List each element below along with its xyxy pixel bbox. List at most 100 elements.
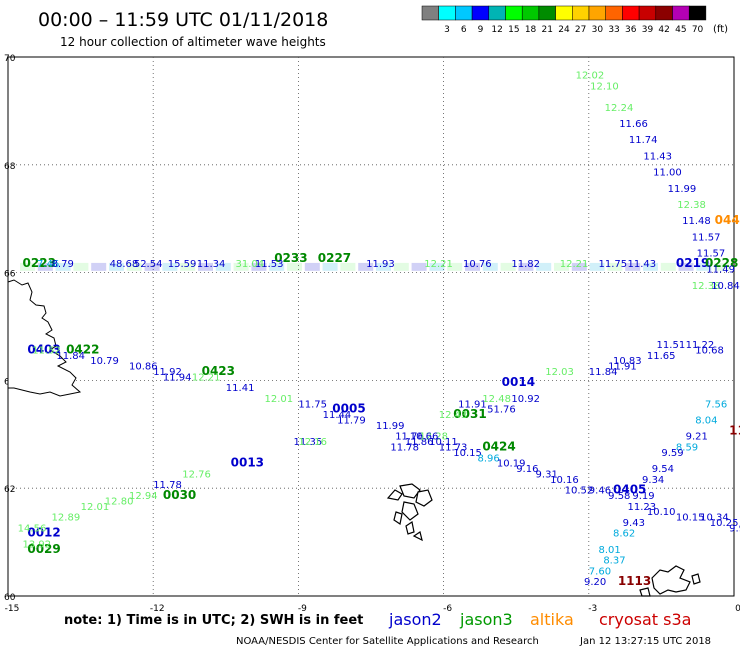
pass-time-label: 0031 bbox=[453, 407, 486, 421]
satellite-legend-entry: altika bbox=[530, 610, 574, 629]
track-band-segment bbox=[536, 262, 552, 271]
swh-value-label: 10.25 bbox=[710, 518, 739, 529]
colorbar-tick-label: 33 bbox=[608, 25, 619, 35]
colorbar-tick-label: 6 bbox=[461, 25, 467, 35]
swh-value-label: 8.62 bbox=[613, 529, 635, 540]
swh-value-label: 9.54 bbox=[652, 464, 674, 475]
track-band-segment bbox=[518, 262, 534, 271]
swh-value-label: 11.84 bbox=[56, 351, 85, 362]
colorbar-tick-label: 30 bbox=[592, 25, 604, 35]
swh-value-label: 9.59 bbox=[661, 448, 683, 459]
colorbar-swatch bbox=[538, 5, 556, 21]
swh-value-label: 11.49 bbox=[706, 265, 735, 276]
swh-value-label: 11.65 bbox=[647, 351, 676, 362]
track-band-segment bbox=[429, 262, 445, 271]
pass-time-label: 0228 bbox=[705, 256, 738, 270]
track-band-66n bbox=[20, 262, 730, 271]
swh-value-label: 11.93 bbox=[366, 259, 395, 270]
land-shetland-islands bbox=[639, 565, 701, 597]
pass-time-label: 1113 bbox=[618, 574, 651, 588]
swh-value-label: 52.54 bbox=[134, 259, 163, 270]
colorbar-tick-label: 27 bbox=[575, 25, 586, 35]
swh-value-label: 11.57 bbox=[692, 232, 721, 243]
pass-time-label: 0029 bbox=[27, 542, 60, 556]
swh-value-label: 8.37 bbox=[603, 556, 625, 567]
swh-value-label: 12.10 bbox=[590, 81, 619, 92]
swh-value-label: 12.38 bbox=[692, 281, 721, 292]
track-band-segment bbox=[20, 262, 35, 271]
map-frame bbox=[7, 56, 735, 597]
swh-value-label: 11.86 bbox=[405, 437, 434, 448]
swh-value-label: 10.15 bbox=[453, 448, 482, 459]
colorbar-tick-label: 42 bbox=[658, 25, 669, 35]
lat-tick-label: 66 bbox=[4, 270, 16, 280]
pass-time-label: 0012 bbox=[27, 526, 60, 540]
track-band-segment bbox=[91, 262, 107, 271]
swh-value-label: 11.99 bbox=[376, 421, 405, 432]
track-band-segment bbox=[251, 262, 267, 271]
swh-value-label: 11.22 bbox=[686, 340, 715, 351]
colorbar-tick-label: 3 bbox=[444, 25, 450, 35]
swh-value-label: 13.92 bbox=[23, 539, 52, 550]
swh-value-label: 11.35 bbox=[294, 437, 323, 448]
track-band-segment bbox=[625, 262, 641, 271]
swh-value-label: 12.02 bbox=[576, 71, 605, 82]
swh-value-label: 10.79 bbox=[90, 356, 119, 367]
track-band-segment bbox=[678, 262, 694, 271]
swh-value-label: 11.78 bbox=[153, 480, 182, 491]
swh-value-label: 11.75 bbox=[298, 399, 327, 410]
lon-tick-label: -6 bbox=[443, 604, 452, 614]
colorbar-swatch bbox=[555, 5, 573, 21]
pass-time-label: 0423 bbox=[202, 364, 235, 378]
swh-value-label: 11.75 bbox=[598, 259, 627, 270]
track-band-segment bbox=[180, 262, 196, 271]
track-band-segment bbox=[589, 262, 605, 271]
colorbar-swatch bbox=[688, 5, 707, 21]
swh-value-label: 12.24 bbox=[605, 103, 634, 114]
swh-value-label: 10.86 bbox=[129, 362, 158, 373]
track-band-segment bbox=[73, 262, 89, 271]
track-band-segment bbox=[198, 262, 213, 271]
swh-value-label: 9.31 bbox=[536, 469, 558, 480]
swh-value-label: 10.19 bbox=[497, 459, 526, 470]
colorbar-swatch bbox=[572, 5, 590, 21]
page-subtitle: 12 hour collection of altimeter wave hei… bbox=[60, 35, 326, 49]
swh-value-label: 9.19 bbox=[632, 491, 654, 502]
track-band-segment bbox=[554, 262, 569, 271]
swh-value-label: 11.66 bbox=[619, 119, 648, 130]
colorbar-unit: (ft) bbox=[713, 24, 728, 35]
colorbar-swatch bbox=[505, 5, 523, 21]
track-band-segment bbox=[482, 262, 498, 271]
swh-value-label: 10.34 bbox=[700, 513, 729, 524]
track-band-segment bbox=[126, 262, 142, 271]
lat-tick-label: 60 bbox=[4, 593, 16, 603]
swh-value-label: 11.53 bbox=[255, 259, 284, 270]
swh-value-label: 10.84 bbox=[711, 281, 740, 292]
swh-value-label: 11.76 bbox=[395, 432, 424, 443]
swh-value-label: 8.96 bbox=[477, 453, 499, 464]
swh-value-label: 8.79 bbox=[52, 259, 74, 270]
swh-value-label: 12.80 bbox=[105, 496, 134, 507]
swh-value-label: 11.48 bbox=[682, 216, 711, 227]
page-title: 00:00 – 11:59 UTC 01/11/2018 bbox=[38, 9, 328, 31]
lon-tick-label: -9 bbox=[298, 604, 307, 614]
track-band-segment bbox=[304, 262, 320, 271]
swh-value-label: 12.28 bbox=[419, 432, 448, 443]
swh-value-label: 12.21 bbox=[192, 372, 221, 383]
colorbar-swatch bbox=[471, 5, 490, 21]
colorbar-tick-label: 9 bbox=[478, 25, 484, 35]
colorbar-tick-label: 18 bbox=[525, 25, 537, 35]
colorbar-swatch bbox=[421, 5, 439, 21]
swh-value-label: 11.23 bbox=[628, 502, 657, 513]
swh-value-label: 7.56 bbox=[705, 399, 727, 410]
track-band-segment bbox=[269, 262, 285, 271]
pass-time-label: 0403 bbox=[27, 342, 60, 356]
swh-value-label: 12.21 bbox=[424, 259, 453, 270]
legend-note: note: 1) Time is in UTC; 2) SWH is in fe… bbox=[64, 613, 363, 628]
colorbar-swatch bbox=[488, 5, 506, 21]
swh-value-label: 11.91 bbox=[458, 399, 487, 410]
colorbar-swatch bbox=[455, 5, 473, 21]
swh-value-label: 15.59 bbox=[168, 259, 197, 270]
